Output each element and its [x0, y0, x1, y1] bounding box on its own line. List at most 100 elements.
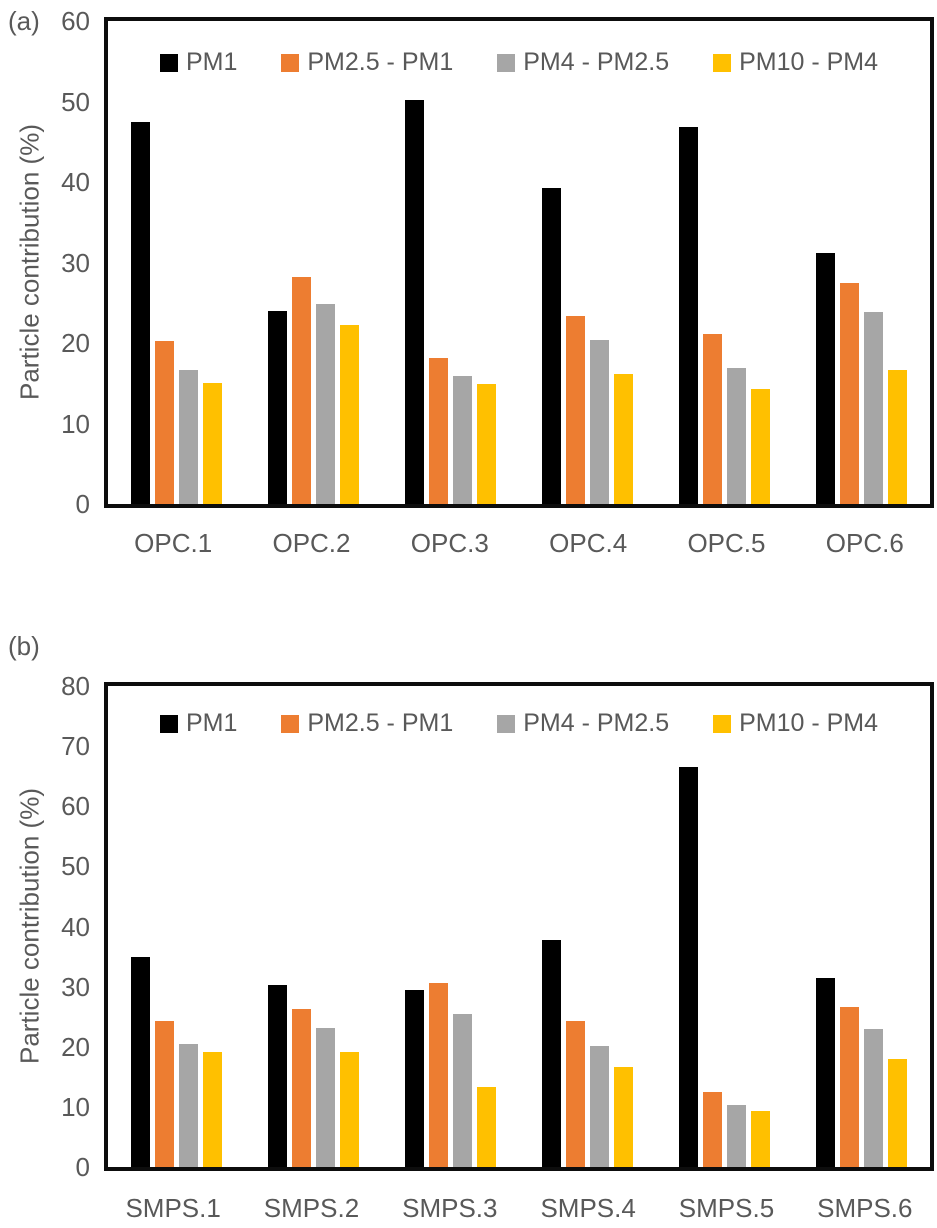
- legend-item-pm10-pm4: PM10 - PM4: [713, 48, 878, 77]
- bar-pm2-5-pm1-smps-1: [155, 1020, 174, 1167]
- legend-swatch-icon: [497, 714, 516, 733]
- bar-group-opc-1: [108, 21, 245, 504]
- category-label-smps-5: SMPS.5: [678, 1193, 775, 1223]
- legend-label: PM10 - PM4: [739, 709, 879, 737]
- bar-pm4-pm2-5-opc-3: [453, 376, 472, 504]
- bar-pm2-5-pm1-smps-2: [292, 1008, 311, 1167]
- legend-label: PM2.5 - PM1: [307, 48, 454, 76]
- category-label-smps-6: SMPS.6: [817, 1193, 913, 1223]
- bar-pm1-opc-1: [131, 121, 150, 504]
- bar-pm4-pm2-5-smps-5: [727, 1105, 746, 1167]
- bar-group-opc-4: [519, 21, 656, 504]
- y-tick-label: 20: [61, 328, 90, 358]
- bars-row: [108, 686, 930, 1167]
- chart-panel-b: (b) Particle contribution (%) 0 10 20 30 40 5…: [0, 575, 937, 1228]
- legend-swatch-icon: [281, 53, 300, 72]
- bar-pm10-pm4-smps-3: [477, 1087, 496, 1167]
- bar-pm1-smps-2: [268, 984, 287, 1167]
- bar-pm10-pm4-opc-4: [614, 373, 633, 504]
- chart-panel-a: (a) Particle contribution (%) 0 10 20 30 40 5…: [0, 0, 937, 575]
- bar-pm2-5-pm1-opc-3: [429, 357, 448, 504]
- bar-pm2-5-pm1-smps-5: [703, 1092, 722, 1167]
- bar-pm1-opc-3: [405, 99, 424, 504]
- bar-pm2-5-pm1-opc-4: [566, 316, 585, 504]
- bar-pm10-pm4-smps-1: [203, 1052, 222, 1167]
- bar-pm10-pm4-smps-4: [614, 1067, 633, 1167]
- x-axis-labels: SMPS.1 SMPS.2 SMPS.3 SMPS.4 SMPS.5 SMPS.6: [104, 1193, 934, 1224]
- bar-pm1-opc-2: [268, 310, 287, 504]
- bar-group-smps-4: [519, 686, 656, 1167]
- legend-item-pm1: PM1: [159, 48, 238, 77]
- y-tick-label: 60: [61, 791, 90, 822]
- bar-pm10-pm4-smps-5: [751, 1110, 770, 1167]
- y-tick-label: 30: [61, 247, 90, 278]
- legend-label: PM4 - PM2.5: [523, 48, 670, 76]
- bar-pm4-pm2-5-smps-1: [179, 1043, 198, 1167]
- bar-pm2-5-pm1-opc-6: [840, 282, 859, 504]
- category-label-opc-1: OPC.1: [134, 528, 213, 558]
- legend-item-pm1: PM1: [159, 709, 238, 738]
- y-tick-label: 10: [61, 1091, 90, 1122]
- bar-group-smps-2: [245, 686, 382, 1167]
- bar-group-smps-1: [108, 686, 245, 1167]
- legend-swatch-icon: [159, 714, 178, 733]
- bar-pm4-pm2-5-opc-2: [316, 304, 335, 504]
- bar-pm2-5-pm1-opc-5: [703, 334, 722, 504]
- bar-pm1-opc-4: [542, 188, 561, 504]
- y-tick-label: 60: [61, 6, 90, 36]
- category-label-opc-2: OPC.2: [272, 528, 351, 558]
- bar-pm4-pm2-5-smps-3: [453, 1014, 472, 1167]
- legend-label: PM10 - PM4: [739, 48, 879, 76]
- bar-pm10-pm4-smps-2: [340, 1052, 359, 1167]
- bar-pm10-pm4-opc-2: [340, 324, 359, 504]
- category-label-opc-4: OPC.4: [549, 528, 628, 558]
- legend-label: PM4 - PM2.5: [523, 709, 670, 737]
- bar-pm2-5-pm1-smps-3: [429, 983, 448, 1167]
- category-label-opc-3: OPC.3: [410, 528, 489, 558]
- bar-group-opc-2: [245, 21, 382, 504]
- bars-row: [108, 21, 930, 504]
- legend-item-pm4-pm2-5: PM4 - PM2.5: [497, 709, 669, 738]
- bar-group-opc-3: [382, 21, 519, 504]
- legend-label: PM1: [185, 709, 238, 737]
- bar-pm4-pm2-5-opc-4: [590, 339, 609, 504]
- bar-pm1-opc-5: [679, 127, 698, 504]
- legend-swatch-icon: [497, 53, 516, 72]
- legend-swatch-icon: [713, 53, 732, 72]
- y-tick-label: 30: [61, 971, 90, 1002]
- y-tick-label: 80: [61, 671, 90, 701]
- bar-pm10-pm4-smps-6: [888, 1058, 907, 1167]
- y-tick-label: 70: [61, 731, 90, 762]
- y-tick-label: 50: [61, 86, 90, 117]
- bar-pm1-smps-1: [131, 957, 150, 1167]
- category-label-opc-5: OPC.5: [687, 528, 766, 558]
- legend: PM1 PM2.5 - PM1 PM4 - PM2.5 PM10 - PM4: [108, 48, 930, 77]
- y-tick-label: 50: [61, 851, 90, 882]
- y-tick-label: 0: [75, 1152, 90, 1182]
- bar-group-opc-5: [656, 21, 793, 504]
- category-label-opc-6: OPC.6: [825, 528, 904, 558]
- bar-pm2-5-pm1-opc-1: [155, 340, 174, 504]
- bar-group-opc-6: [793, 21, 930, 504]
- category-label-smps-3: SMPS.3: [402, 1193, 498, 1223]
- bar-pm1-smps-5: [679, 766, 698, 1167]
- bar-pm4-pm2-5-opc-1: [179, 369, 198, 504]
- bar-pm1-smps-6: [816, 977, 835, 1167]
- legend-label: PM1: [185, 48, 238, 76]
- legend-swatch-icon: [713, 714, 732, 733]
- legend-swatch-icon: [281, 714, 300, 733]
- y-tick-label: 40: [61, 167, 90, 197]
- bar-pm10-pm4-opc-1: [203, 383, 222, 504]
- category-label-smps-4: SMPS.4: [540, 1193, 636, 1223]
- plot-area: PM1 PM2.5 - PM1 PM4 - PM2.5 PM10 - PM4: [104, 682, 934, 1171]
- panel-label-b: (b): [8, 631, 40, 661]
- bar-pm4-pm2-5-smps-6: [864, 1029, 883, 1167]
- bar-pm10-pm4-opc-3: [477, 384, 496, 504]
- x-axis-labels: OPC.1 OPC.2 OPC.3 OPC.4 OPC.5 OPC.6: [104, 528, 934, 559]
- bar-pm2-5-pm1-smps-4: [566, 1020, 585, 1167]
- bar-pm1-smps-4: [542, 939, 561, 1167]
- bar-pm10-pm4-opc-5: [751, 388, 770, 504]
- y-tick-label: 20: [61, 1031, 90, 1062]
- bar-pm4-pm2-5-smps-4: [590, 1045, 609, 1167]
- category-label-smps-1: SMPS.1: [125, 1193, 221, 1223]
